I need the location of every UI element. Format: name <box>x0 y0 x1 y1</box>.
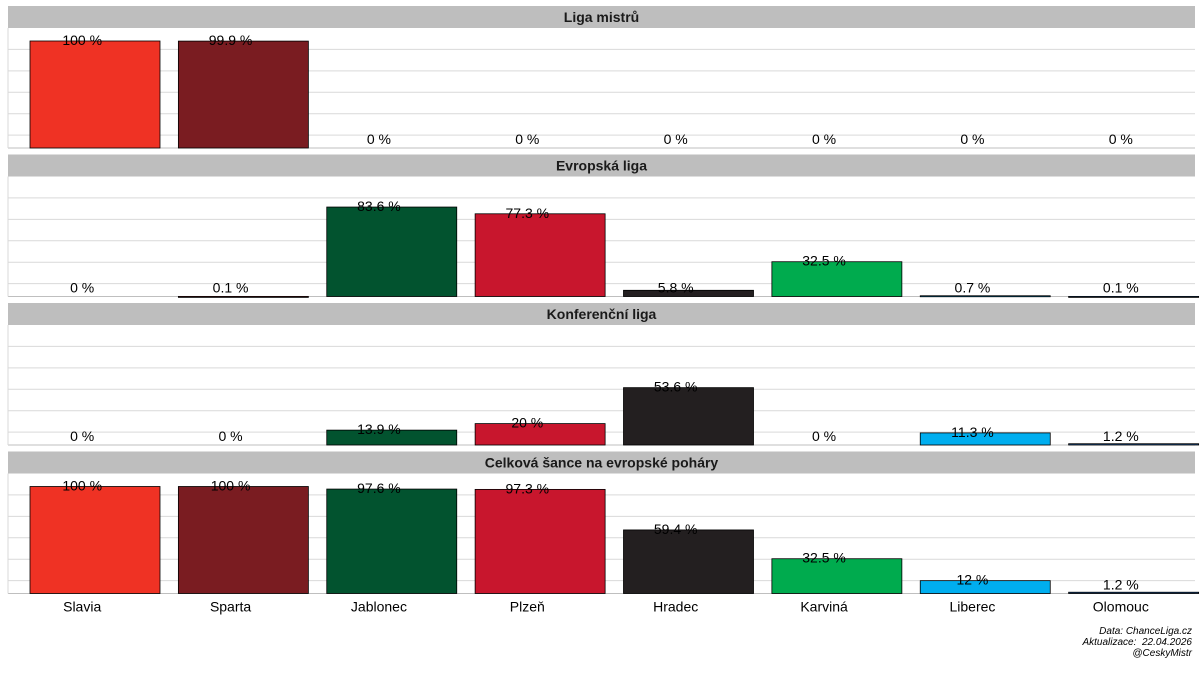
tick-label: Olomouc <box>1093 599 1149 615</box>
panel-1: Liga mistrů 100 % 99.9 % 0 % 0 % 0 % 0 % 0 % 0 % <box>7 6 1195 149</box>
tick-label: Sparta <box>210 599 251 615</box>
data-label: 100 % <box>62 478 102 494</box>
data-label: 83.6 % <box>357 198 401 214</box>
data-label: 0 % <box>812 131 836 147</box>
data-label: 0.1 % <box>213 280 249 296</box>
bar-olomouc <box>1068 295 1200 298</box>
data-label: 20 % <box>511 415 543 431</box>
bar-plzeň <box>474 213 606 297</box>
data-label: 97.3 % <box>506 480 550 496</box>
bar-sparta <box>177 40 309 149</box>
tick-label: Karviná <box>800 599 848 615</box>
tick-label: Plzeň <box>510 599 545 615</box>
tick-label: Slavia <box>63 599 101 615</box>
bar-liberec <box>919 580 1051 594</box>
data-label: 1.2 % <box>1103 577 1139 593</box>
bar-hradec <box>623 387 754 446</box>
panel-title: Liga mistrů <box>564 9 639 25</box>
panel-4: Celková šance na evropské poháry 100 % 100… <box>7 451 1200 594</box>
data-label: 13.9 % <box>357 421 401 437</box>
data-label: 0 % <box>367 131 391 147</box>
data-label: 0 % <box>70 428 94 444</box>
footer-source: Data: ChanceLiga.cz <box>1099 626 1192 637</box>
bar-liberec <box>919 295 1051 298</box>
data-label: 32.5 % <box>802 253 846 269</box>
data-label: 32.5 % <box>802 550 846 566</box>
panel-title-strip <box>8 6 1195 28</box>
panel-2: Evropská liga 0 % 0.1 % 83.6 % 77.3 % 5.8 % 32… <box>7 154 1200 298</box>
footer-author: @CeskyMistr <box>1132 648 1192 659</box>
bar-sparta <box>177 295 309 298</box>
panel-title-strip <box>8 303 1195 325</box>
footer-updated: Aktualizace: 22.04.2026 <box>1082 637 1192 648</box>
bar-slavia <box>29 486 161 594</box>
data-label: 0.1 % <box>1103 280 1139 296</box>
panel-3: Konferenční liga 0 % 0 % 13.9 % 20 % 53.6 % 0 … <box>7 303 1200 446</box>
data-label: 97.6 % <box>357 480 401 496</box>
panel-title: Celková šance na evropské poháry <box>485 455 719 471</box>
bar-jablonec <box>326 429 458 446</box>
data-label: 0 % <box>960 131 984 147</box>
tick-label: Hradec <box>653 599 698 615</box>
footer: Data: ChanceLiga.cz Aktualizace: 22.04.2… <box>1082 626 1192 659</box>
data-label: 0 % <box>1109 131 1133 147</box>
panel-title-strip <box>8 154 1195 177</box>
data-label: 100 % <box>211 478 251 494</box>
data-label: 77.3 % <box>506 205 550 221</box>
bar-olomouc <box>1068 591 1200 594</box>
data-label: 0 % <box>664 131 688 147</box>
bar-plzeň <box>474 488 606 594</box>
bar-plzeň <box>474 423 606 446</box>
data-label: 0 % <box>219 428 243 444</box>
data-label: 0.7 % <box>955 280 991 296</box>
bar-liberec <box>919 432 1051 446</box>
bar-jablonec <box>326 206 458 297</box>
data-label: 1.2 % <box>1103 428 1139 444</box>
bar-jablonec <box>326 488 458 594</box>
tick-label: Jablonec <box>351 599 407 615</box>
data-label: 100 % <box>62 32 102 48</box>
panel-title-strip <box>8 451 1195 474</box>
data-label: 11.3 % <box>951 424 994 440</box>
data-label: 12 % <box>956 572 988 588</box>
bar-hradec <box>623 289 754 297</box>
bar-slavia <box>29 40 161 149</box>
data-label: 59.4 % <box>654 521 698 537</box>
data-label: 0 % <box>70 280 94 296</box>
tick-label: Liberec <box>949 599 995 615</box>
data-label: 0 % <box>515 131 539 147</box>
data-label: 53.6 % <box>654 379 698 395</box>
bar-karviná <box>771 558 903 594</box>
data-label: 5.8 % <box>658 280 694 296</box>
panel-title: Evropská liga <box>556 158 647 174</box>
bar-hradec <box>623 529 754 594</box>
data-label: 99.9 % <box>209 32 253 48</box>
bar-sparta <box>177 486 309 594</box>
bar-olomouc <box>1068 443 1200 446</box>
panel-title: Konferenční liga <box>547 306 657 322</box>
bar-karviná <box>771 261 903 297</box>
data-label: 0 % <box>812 428 836 444</box>
